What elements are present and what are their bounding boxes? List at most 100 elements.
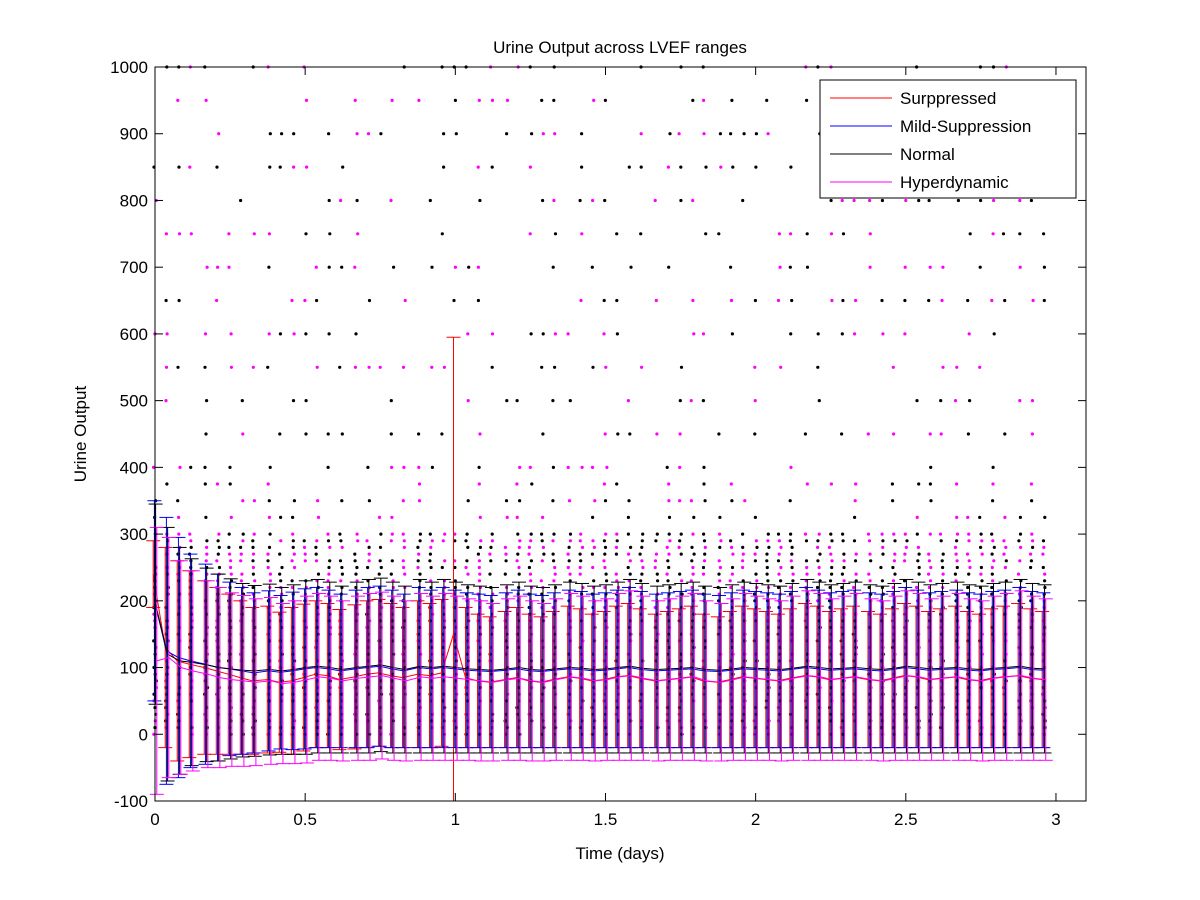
scatter-point: [292, 499, 296, 503]
scatter-point: [466, 545, 470, 550]
scatter-point: [1029, 198, 1033, 203]
scatter-point: [866, 532, 871, 536]
scatter-point: [517, 572, 521, 576]
scatter-point: [788, 265, 792, 269]
scatter-point: [316, 572, 321, 576]
scatter-point: [417, 465, 421, 469]
scatter-point: [966, 432, 971, 436]
scatter-point: [229, 559, 233, 563]
scatter-point: [766, 539, 770, 543]
scatter-point: [991, 465, 995, 469]
scatter-point: [402, 539, 406, 543]
scatter-point: [442, 625, 447, 630]
scatter-point: [818, 579, 822, 583]
scatter-point: [579, 532, 583, 536]
scatter-point: [1029, 565, 1033, 570]
scatter-point: [251, 539, 255, 543]
scatter-point: [603, 552, 607, 556]
scatter-point: [641, 532, 645, 536]
scatter-point: [1029, 559, 1033, 563]
scatter-point: [779, 365, 783, 369]
scatter-point: [1029, 552, 1033, 556]
scatter-point: [602, 332, 606, 336]
x-tick-label: 2.5: [894, 810, 918, 829]
scatter-point: [754, 539, 759, 543]
scatter-point: [679, 532, 683, 536]
y-tick-label: 1000: [110, 58, 148, 77]
scatter-point: [205, 399, 209, 403]
scatter-point: [578, 565, 582, 570]
scatter-point: [541, 198, 545, 203]
scatter-point: [251, 565, 255, 570]
scatter-point: [315, 539, 319, 543]
scatter-point: [690, 559, 694, 563]
scatter-point: [567, 559, 571, 563]
scatter-point: [227, 265, 231, 269]
scatter-point: [292, 132, 296, 136]
scatter-point: [278, 572, 282, 576]
scatter-point: [788, 539, 792, 543]
scatter-point: [992, 545, 996, 550]
scatter-point: [805, 232, 809, 236]
scatter-point: [228, 465, 232, 469]
scatter-point: [390, 465, 394, 469]
scatter-point: [189, 465, 193, 469]
scatter-point: [203, 332, 208, 336]
scatter-point: [552, 579, 556, 583]
scatter-point: [701, 399, 706, 403]
scatter-point: [217, 565, 222, 570]
scatter-point: [690, 545, 694, 550]
scatter-point: [552, 559, 556, 563]
scatter-point: [603, 545, 608, 550]
scatter-point: [253, 686, 257, 690]
scatter-point: [216, 265, 220, 269]
scatter-point: [766, 579, 770, 583]
scatter-point: [776, 298, 781, 303]
scatter-point: [692, 332, 696, 336]
scatter-point: [829, 482, 834, 486]
axis-ticks: 0 0.5 1 1.5 2 2.5 3-10001002003004005006007008…: [110, 58, 1086, 829]
scatter-point: [591, 515, 595, 520]
scatter-point: [1018, 399, 1022, 403]
scatter-point: [267, 499, 271, 503]
scatter-point: [677, 132, 681, 136]
scatter-point: [252, 599, 256, 603]
scatter-point: [326, 532, 330, 536]
scatter-point: [540, 559, 544, 563]
scatter-point: [702, 532, 706, 536]
scatter-point: [327, 565, 331, 570]
scatter-point: [1042, 265, 1046, 269]
scatter-point: [205, 545, 209, 550]
scatter-point: [765, 552, 769, 556]
scatter-point: [166, 592, 170, 596]
scatter-point: [542, 619, 546, 623]
scatter-point: [928, 482, 933, 486]
scatter-point: [241, 532, 245, 536]
scatter-point: [428, 198, 432, 203]
scatter-point: [204, 98, 208, 102]
scatter-point: [527, 605, 531, 610]
scatter-point: [890, 482, 895, 486]
scatter-point: [741, 559, 745, 563]
scatter-point: [627, 499, 631, 503]
scatter-point: [505, 515, 509, 520]
scatter-point: [568, 572, 572, 576]
scatter-point: [355, 565, 359, 570]
scatter-point: [841, 539, 845, 543]
scatter-point: [591, 565, 595, 570]
scatter-point: [915, 532, 919, 536]
scatter-point: [1004, 559, 1008, 563]
scatter-point: [590, 265, 594, 269]
scatter-point: [378, 365, 382, 369]
scatter-point: [854, 552, 858, 556]
scatter-point: [730, 545, 734, 550]
scatter-point: [504, 559, 508, 563]
scatter-point: [991, 232, 995, 236]
scatter-point: [667, 265, 671, 269]
scatter-point: [916, 559, 920, 563]
series-mild-suppression: [147, 500, 1051, 785]
scatter-point: [755, 585, 759, 590]
scatter-point: [440, 232, 444, 236]
scatter-point: [741, 545, 745, 550]
scatter-point: [868, 265, 872, 269]
